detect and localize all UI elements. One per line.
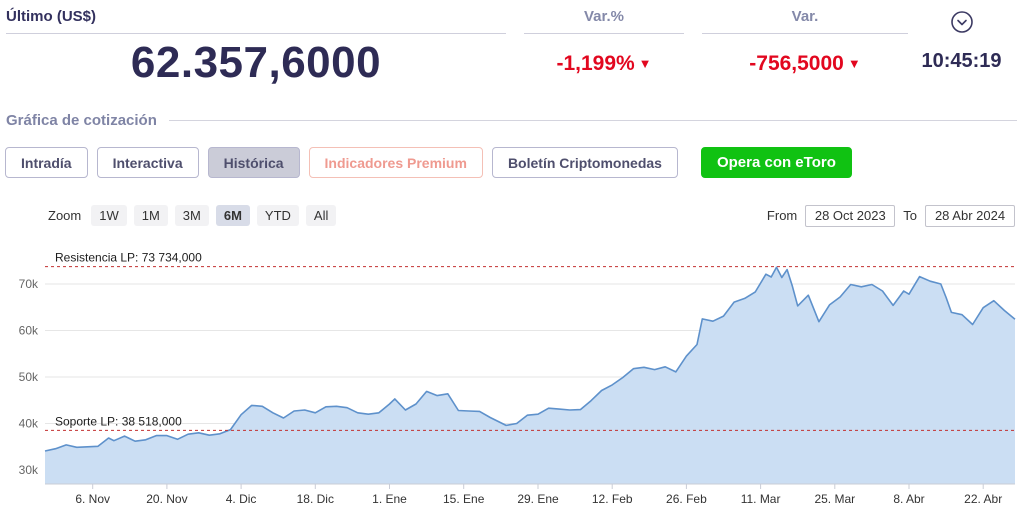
var-pct-value: -1,199% ▼ (524, 52, 684, 76)
zoom-all-button[interactable]: All (305, 205, 337, 226)
annotation-label: Soporte LP: 38 518,000 (55, 414, 182, 428)
time-column: 10:45:19 (908, 8, 1015, 88)
quote-header: Último (US$) 62.357,6000 Var.% -1,199% ▼ … (0, 0, 1019, 88)
from-date-input[interactable] (805, 204, 896, 227)
zoom-1w-button[interactable]: 1W (91, 205, 127, 226)
price-chart[interactable]: 30k 40k 50k 60k 70k 6. Nov 20. Nov 4. Dic 18. Di… (0, 236, 1019, 510)
down-triangle-icon: ▼ (638, 56, 652, 71)
quote-time: 10:45:19 (921, 50, 1002, 72)
x-axis-label: 6. Nov (75, 492, 110, 506)
last-price-label: Último (US$) (6, 8, 506, 34)
chart-tabs: Intradía Interactiva Histórica Indicador… (5, 147, 1019, 178)
from-label: From (766, 208, 798, 223)
y-axis-label: 60k (19, 324, 39, 338)
x-axis-label: 12. Feb (592, 492, 633, 506)
section-title: Gráfica de cotización (6, 112, 157, 129)
var-pct-column: Var.% -1,199% ▼ (524, 8, 684, 88)
tab-interactiva[interactable]: Interactiva (96, 147, 199, 178)
to-date-input[interactable] (925, 204, 1015, 227)
x-axis-label: 26. Feb (666, 492, 707, 506)
var-abs-label: Var. (702, 8, 908, 34)
var-pct-number: -1,199% (556, 52, 635, 75)
collapse-chevron-icon[interactable] (950, 10, 974, 34)
x-axis-label: 1. Ene (372, 492, 407, 506)
x-axis-label: 15. Ene (443, 492, 485, 506)
y-axis-label: 70k (19, 277, 39, 291)
down-triangle-icon: ▼ (847, 56, 861, 71)
tab-intradia[interactable]: Intradía (5, 147, 88, 178)
tab-indicadores-premium[interactable]: Indicadores Premium (308, 147, 483, 178)
price-line (44, 266, 1016, 452)
section-divider (168, 120, 1017, 121)
etoro-button[interactable]: Opera con eToro (700, 147, 852, 178)
x-axis-label: 11. Mar (741, 492, 781, 506)
zoom-ytd-button[interactable]: YTD (256, 205, 299, 226)
price-area (45, 267, 1015, 484)
var-abs-value: -756,5000 ▼ (702, 52, 908, 76)
annotation-label: Resistencia LP: 73 734,000 (55, 251, 202, 265)
zoom-label: Zoom (48, 208, 82, 223)
to-label: To (903, 208, 917, 223)
range-inputs: From To (759, 204, 1015, 227)
zoom-6m-button[interactable]: 6M (215, 205, 250, 226)
x-axis-label: 22. Abr (964, 492, 1002, 506)
zoom-3m-button[interactable]: 3M (174, 205, 209, 226)
y-axis-label: 50k (19, 370, 39, 384)
y-axis-label: 40k (19, 417, 39, 431)
var-pct-label: Var.% (524, 8, 684, 34)
section-title-row: Gráfica de cotización (6, 112, 1019, 129)
range-selector: Zoom 1W 1M 3M 6M YTD All From To (48, 204, 1015, 227)
y-axis-label: 30k (19, 463, 39, 477)
zoom-1m-button[interactable]: 1M (133, 205, 168, 226)
var-abs-column: Var. -756,5000 ▼ (702, 8, 908, 88)
last-price-column: Último (US$) 62.357,6000 (6, 8, 506, 88)
var-abs-number: -756,5000 (749, 52, 844, 75)
last-price-value: 62.357,6000 (130, 38, 382, 87)
x-axis-label: 29. Ene (517, 492, 559, 506)
x-axis-label: 8. Abr (893, 492, 924, 506)
x-axis-label: 18. Dic (297, 492, 334, 506)
x-axis-label: 4. Dic (226, 492, 257, 506)
x-axis-label: 25. Mar (814, 492, 855, 506)
tab-boletin-criptomonedas[interactable]: Boletín Criptomonedas (491, 147, 678, 178)
x-axis-label: 20. Nov (146, 492, 187, 506)
tab-historica[interactable]: Histórica (207, 147, 300, 178)
